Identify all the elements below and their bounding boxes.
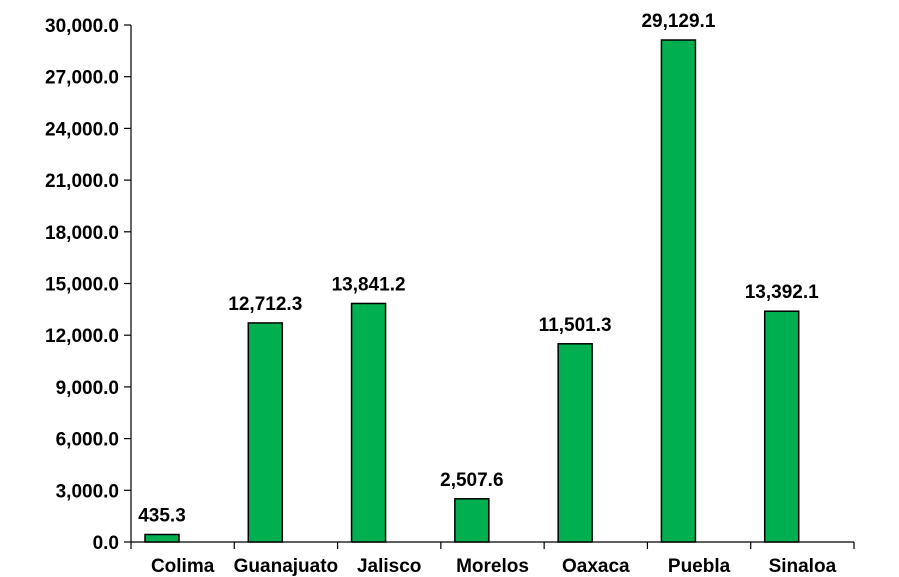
category-labels: Colima Guanajuato Jalisco Morelos Oaxaca Pueb…	[151, 556, 837, 577]
data-labels: 435.3 12,712.3 13,841.2 2,507.6 11,501.3 29,1…	[138, 11, 819, 526]
x-axis	[130, 541, 855, 549]
bar-colima	[144, 533, 180, 543]
data-label-morelos: 2,507.6	[440, 470, 503, 491]
y-tick-label: 15,000.0	[45, 275, 119, 296]
y-tick-label: 9,000.0	[56, 378, 119, 399]
y-tick-label: 0.0	[93, 533, 119, 554]
category-label-oaxaca: Oaxaca	[562, 556, 630, 577]
bar-morelos	[454, 498, 490, 543]
category-label-jalisco: Jalisco	[357, 556, 421, 577]
y-tick-label: 30,000.0	[45, 16, 119, 37]
bar-guanajuato	[247, 322, 284, 543]
data-label-jalisco: 13,841.2	[332, 274, 406, 295]
category-label-morelos: Morelos	[456, 556, 529, 577]
data-label-oaxaca: 11,501.3	[539, 315, 612, 336]
y-tick-label: 18,000.0	[45, 223, 119, 244]
category-label-guanajuato: Guanajuato	[234, 556, 339, 577]
y-axis: 0.0 3,000.0 6,000.0 9,000.0 12,000.0 15,000.0…	[45, 16, 132, 554]
category-label-puebla: Puebla	[668, 556, 731, 577]
bar-puebla	[660, 39, 697, 543]
data-label-sinaloa: 13,392.1	[745, 282, 819, 303]
bar-sinaloa	[763, 310, 800, 543]
y-tick-label: 27,000.0	[45, 68, 119, 89]
bars	[144, 39, 800, 543]
data-label-colima: 435.3	[138, 505, 186, 526]
y-tick-label: 3,000.0	[56, 481, 119, 502]
y-tick-label: 6,000.0	[56, 430, 119, 451]
category-label-colima: Colima	[151, 556, 215, 577]
y-tick-label: 12,000.0	[45, 326, 119, 347]
category-label-sinaloa: Sinaloa	[769, 556, 837, 577]
data-label-guanajuato: 12,712.3	[228, 294, 302, 315]
bar-oaxaca	[557, 343, 593, 543]
bar-jalisco	[350, 302, 387, 543]
data-label-puebla: 29,129.1	[641, 11, 715, 32]
y-tick-label: 24,000.0	[45, 119, 119, 140]
y-tick-label: 21,000.0	[45, 171, 119, 192]
